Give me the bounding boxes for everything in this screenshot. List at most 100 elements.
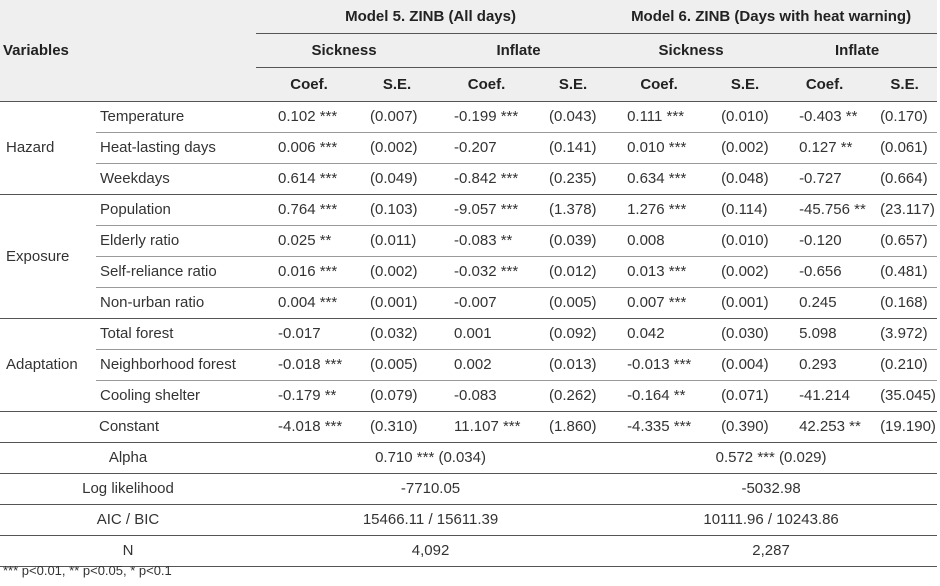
- summary-value-m6: 10111.96 / 10243.86: [605, 504, 938, 536]
- summary-row-loglik: Log likelihood -7710.05 -5032.98: [0, 473, 938, 505]
- cell: -0.403 **: [777, 101, 873, 133]
- table-row: Elderly ratio 0.025 ** (0.011) -0.083 **…: [0, 225, 938, 257]
- row-label: Non-urban ratio: [96, 287, 257, 319]
- cell: (0.002): [362, 132, 433, 164]
- empty-cell: [0, 411, 96, 443]
- table-row: Non-urban ratio 0.004 *** (0.001) -0.007…: [0, 287, 938, 319]
- row-label: Elderly ratio: [96, 225, 257, 257]
- cell: 0.293: [777, 349, 873, 381]
- cell: (0.390): [713, 411, 778, 443]
- cell: 0.025 **: [256, 225, 363, 257]
- cell: (0.310): [362, 411, 433, 443]
- summary-row-n: N 4,092 2,287: [0, 535, 938, 567]
- cell: (0.032): [362, 318, 433, 350]
- cell: (0.013): [541, 349, 606, 381]
- model5-header: Model 5. ZINB (All days): [256, 0, 606, 34]
- cell: (0.012): [541, 256, 606, 288]
- cell: -0.842 ***: [432, 163, 542, 195]
- cell: (0.481): [872, 256, 938, 288]
- cell: (0.114): [713, 194, 778, 226]
- summary-row-aic: AIC / BIC 15466.11 / 15611.39 10111.96 /…: [0, 504, 938, 536]
- cell: 42.253 **: [777, 411, 873, 443]
- cell: -0.179 **: [256, 380, 363, 412]
- cell: 0.111 ***: [605, 101, 714, 133]
- table-row: Hazard Temperature 0.102 *** (0.007) -0.…: [0, 101, 938, 195]
- cell: (0.004): [713, 349, 778, 381]
- cell: -0.018 ***: [256, 349, 363, 381]
- table-row: Adaptation Total forest -0.017 (0.032) 0…: [0, 318, 938, 412]
- cell: (0.002): [713, 256, 778, 288]
- m5-sickness-header: Sickness: [256, 33, 433, 68]
- cell: 0.002: [432, 349, 542, 381]
- cell: 0.008: [605, 225, 714, 257]
- cell: 1.276 ***: [605, 194, 714, 226]
- cell: -0.207: [432, 132, 542, 164]
- cell: (0.235): [541, 163, 606, 195]
- cell: -0.083 **: [432, 225, 542, 257]
- table-row: Weekdays 0.614 *** (0.049) -0.842 *** (0…: [0, 163, 938, 195]
- cell: 0.634 ***: [605, 163, 714, 195]
- cell: (0.049): [362, 163, 433, 195]
- cell: (0.030): [713, 318, 778, 350]
- cell: (0.005): [541, 287, 606, 319]
- coef-header: Coef.: [467, 76, 506, 93]
- cell: (0.010): [713, 101, 778, 133]
- cell: 0.006 ***: [256, 132, 363, 164]
- cell: -0.199 ***: [432, 101, 542, 133]
- cell: (0.262): [541, 380, 606, 412]
- cell: -45.756 **: [777, 194, 873, 226]
- cell: (0.001): [362, 287, 433, 319]
- se-header: S.E.: [382, 76, 412, 93]
- cell: 0.614 ***: [256, 163, 363, 195]
- cell: (0.001): [713, 287, 778, 319]
- summary-value-m5: 0.710 *** (0.034): [256, 442, 606, 474]
- cell: (0.657): [872, 225, 938, 257]
- summary-value-m6: -5032.98: [605, 473, 938, 505]
- summary-label: Alpha: [0, 442, 257, 474]
- cell: (0.141): [541, 132, 606, 164]
- cell: -0.727: [777, 163, 873, 195]
- cell: -0.007: [432, 287, 542, 319]
- cell: -41.214: [777, 380, 873, 412]
- coef-header: Coef.: [805, 76, 844, 93]
- cell: (0.039): [541, 225, 606, 257]
- table-row: Constant -4.018 *** (0.310) 11.107 *** (…: [0, 411, 938, 443]
- row-label: Self-reliance ratio: [96, 256, 257, 288]
- cell: -9.057 ***: [432, 194, 542, 226]
- cell: 5.098: [777, 318, 873, 350]
- row-label: Population: [96, 194, 257, 226]
- cell: (0.061): [872, 132, 938, 164]
- row-label: Total forest: [96, 318, 257, 350]
- summary-value-m5: 15466.11 / 15611.39: [256, 504, 606, 536]
- coef-header: Coef.: [290, 76, 328, 93]
- cell: -0.656: [777, 256, 873, 288]
- table-row: Heat-lasting days 0.006 *** (0.002) -0.2…: [0, 132, 938, 164]
- row-label: Heat-lasting days: [96, 132, 257, 164]
- summary-row-alpha: Alpha 0.710 *** (0.034) 0.572 *** (0.029…: [0, 442, 938, 474]
- row-label: Temperature: [96, 101, 257, 133]
- cell: -0.032 ***: [432, 256, 542, 288]
- coef-header: Coef.: [640, 76, 678, 93]
- cell: 11.107 ***: [432, 411, 542, 443]
- cell: -0.017: [256, 318, 363, 350]
- cell: (0.664): [872, 163, 938, 195]
- regression-table: Variables Model 5. ZINB (All days) Model…: [0, 0, 938, 567]
- cell: (23.117): [872, 194, 938, 226]
- cell: 0.007 ***: [605, 287, 714, 319]
- table-row: Exposure Population 0.764 *** (0.103) -9…: [0, 194, 938, 319]
- row-label: Weekdays: [96, 163, 257, 195]
- cell: 0.764 ***: [256, 194, 363, 226]
- table-row: Self-reliance ratio 0.016 *** (0.002) -0…: [0, 256, 938, 288]
- cell: (0.170): [872, 101, 938, 133]
- cell: (0.168): [872, 287, 938, 319]
- cell: (0.210): [872, 349, 938, 381]
- group-label-hazard: Hazard: [0, 101, 96, 195]
- group-label-exposure: Exposure: [0, 194, 96, 319]
- cell: (0.048): [713, 163, 778, 195]
- cell: (0.002): [713, 132, 778, 164]
- cell: (0.002): [362, 256, 433, 288]
- header-row-outcomes: Sickness Inflate Sickness Inflate: [0, 33, 938, 68]
- se-header: S.E.: [890, 76, 919, 93]
- summary-label: Log likelihood: [0, 473, 257, 505]
